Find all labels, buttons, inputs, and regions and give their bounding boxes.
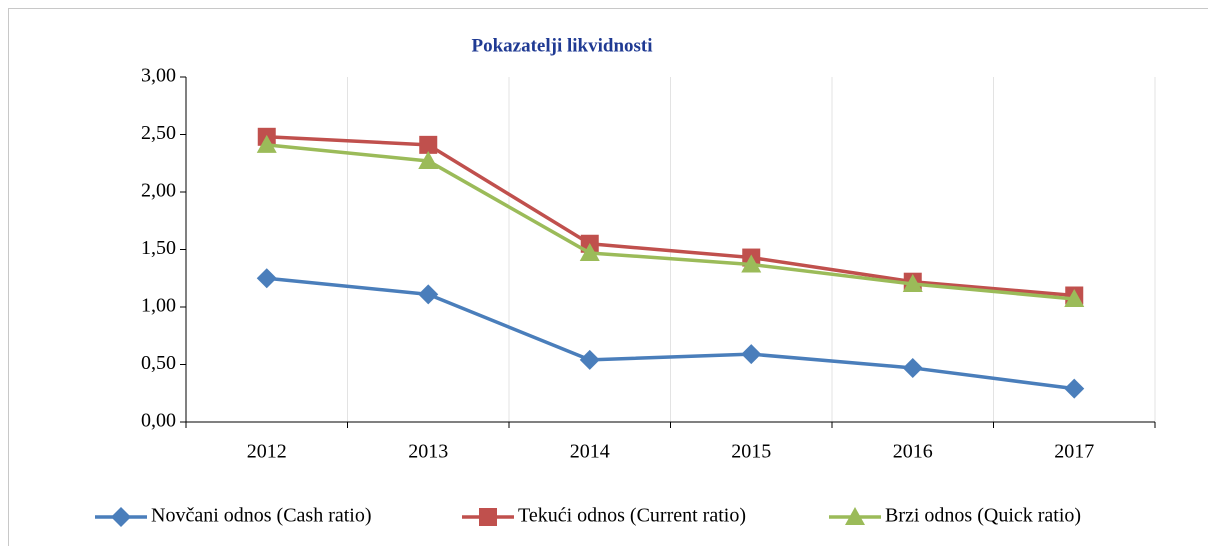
data-point	[902, 357, 923, 378]
legend-label: Brzi odnos (Quick ratio)	[885, 505, 1081, 527]
series-line	[266, 276, 1075, 391]
legend-marker	[845, 507, 865, 525]
series-line	[266, 135, 1075, 298]
y-tick-label: 0,00	[141, 410, 176, 432]
x-tick-label: 2016	[893, 441, 933, 463]
chart-frame	[8, 8, 1208, 546]
x-tick-label: 2017	[1054, 441, 1094, 463]
data-point	[1064, 288, 1085, 307]
data-point	[256, 134, 277, 153]
y-tick-label: 3,00	[141, 65, 176, 87]
data-point	[902, 274, 923, 292]
x-tick-label: 2012	[247, 441, 287, 463]
x-tick-label: 2015	[731, 441, 771, 463]
y-tick-label: 2,50	[141, 122, 176, 144]
y-tick-label: 0,50	[141, 352, 176, 374]
data-point	[418, 150, 439, 169]
data-point	[579, 242, 600, 261]
data-point	[741, 254, 762, 273]
data-point	[579, 349, 600, 370]
series-line	[266, 143, 1075, 301]
y-tick-label: 1,00	[141, 295, 176, 317]
chart-title: Pokazatelji likvidnosti	[471, 35, 652, 56]
legend-marker	[111, 507, 131, 527]
x-tick-label: 2014	[570, 441, 610, 463]
data-point	[256, 268, 277, 289]
y-tick-label: 1,50	[141, 237, 176, 259]
legend-marker	[479, 508, 497, 526]
data-point	[741, 344, 762, 365]
x-tick-label: 2013	[408, 441, 448, 463]
legend-label: Tekući odnos (Current ratio)	[518, 505, 746, 527]
data-point	[418, 284, 439, 305]
y-tick-label: 2,00	[141, 180, 176, 202]
data-point	[419, 135, 438, 154]
legend-label: Novčani odnos (Cash ratio)	[151, 505, 372, 527]
data-point	[1064, 378, 1085, 399]
